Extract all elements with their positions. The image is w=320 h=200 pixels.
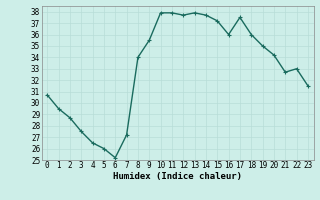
X-axis label: Humidex (Indice chaleur): Humidex (Indice chaleur) xyxy=(113,172,242,181)
